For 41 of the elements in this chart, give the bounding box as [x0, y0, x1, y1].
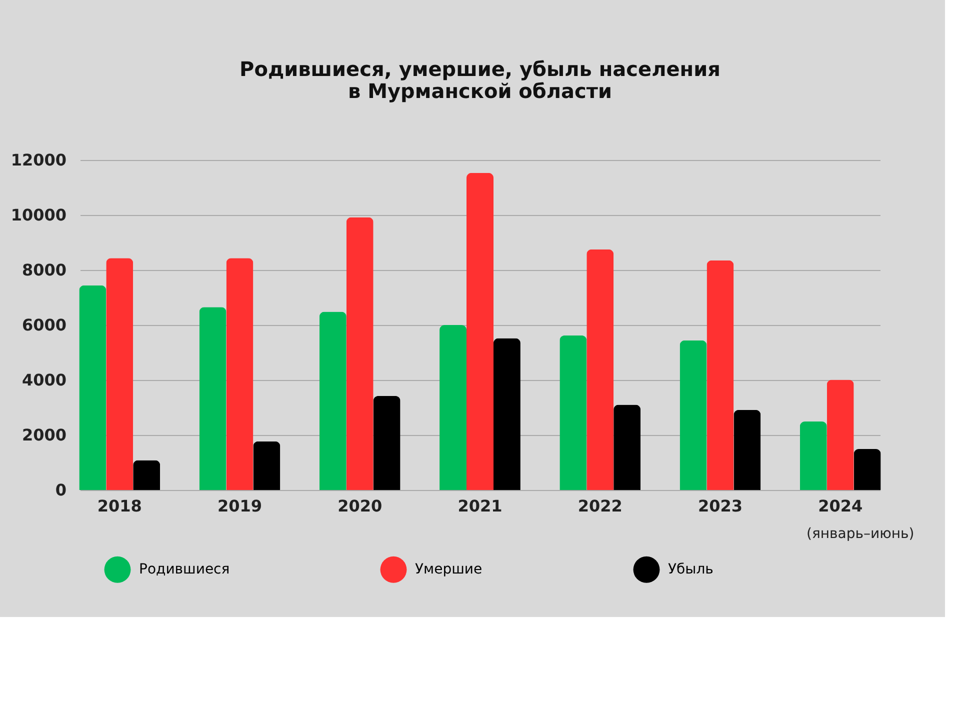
bar — [106, 258, 134, 490]
bar — [319, 312, 346, 490]
bar — [800, 422, 827, 490]
bar — [466, 172, 494, 490]
y-tick-label: 12000 — [10, 150, 66, 170]
bar — [586, 249, 614, 490]
x-tick-label: 2022 — [578, 496, 622, 516]
bar — [346, 217, 374, 490]
x-tick-label: 2024 — [818, 496, 863, 516]
y-tick-label: 8000 — [22, 260, 66, 280]
y-tick-label: 0 — [55, 480, 66, 500]
bar — [493, 338, 520, 490]
bar — [199, 307, 226, 490]
bar — [79, 285, 106, 490]
bar — [614, 404, 641, 490]
x-tick-label: 2020 — [338, 496, 382, 516]
text: в Мурманской области — [348, 79, 612, 103]
legend-label: Умершие — [415, 562, 482, 578]
y-tick-label: 10000 — [10, 206, 66, 224]
bar — [560, 335, 587, 490]
bar — [734, 410, 761, 490]
text: Родившиеся, умершие, убыль населения — [240, 57, 720, 81]
legend-label: Родившиеся — [139, 562, 230, 578]
bar — [253, 441, 280, 490]
bar — [226, 258, 254, 490]
x-tick-label: 2019 — [217, 496, 262, 516]
bar — [826, 380, 854, 490]
bar — [706, 260, 734, 490]
y-tick-label: 4000 — [22, 370, 66, 390]
y-tick-label: 2000 — [22, 426, 66, 444]
bar — [680, 340, 707, 490]
y-tick-label: 6000 — [22, 316, 66, 334]
bar — [854, 449, 881, 490]
bar — [440, 325, 467, 490]
text: (январь–июнь) — [806, 526, 914, 542]
bar — [133, 460, 160, 490]
bar — [373, 396, 400, 490]
x-tick-label: 2021 — [458, 496, 502, 516]
x-tick-label: 2018 — [97, 496, 142, 516]
legend-label: Убыль — [668, 562, 714, 578]
x-tick-label: 2023 — [698, 496, 743, 516]
